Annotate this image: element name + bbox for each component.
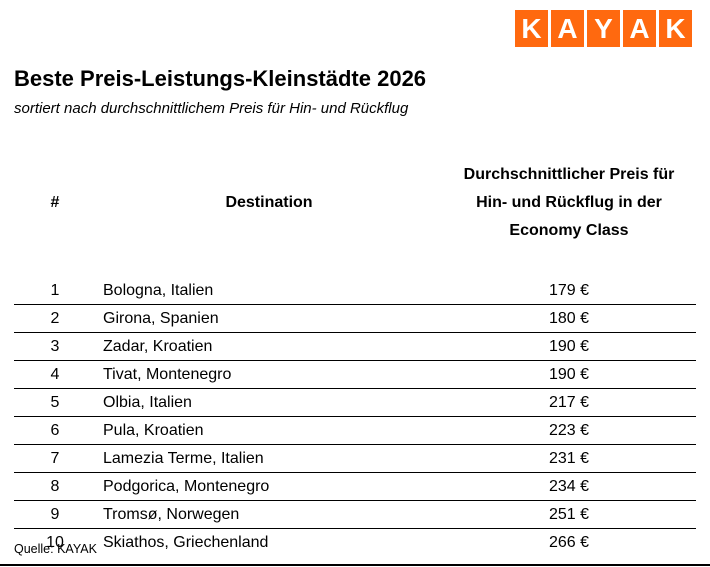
- rank-cell: 10: [46, 533, 64, 551]
- price-cell: 223 €: [548, 421, 590, 439]
- table-row: 3 Zadar, Kroatien 190 €: [14, 333, 696, 362]
- rank-cell: 8: [50, 477, 60, 495]
- page-title: Beste Preis-Leistungs-Kleinstädte 2026: [14, 66, 427, 91]
- table-header-row: # Destination Durchschnittlicher Preis f…: [14, 161, 696, 245]
- rank-cell: 9: [50, 505, 60, 523]
- table-row: 8 Podgorica, Montenegro 234 €: [14, 473, 696, 502]
- destination-column-header: Destination: [225, 194, 313, 212]
- rank-cell: 3: [50, 337, 60, 355]
- table-row: 6 Pula, Kroatien 223 €: [14, 417, 696, 446]
- logo-letter: Y: [594, 12, 613, 44]
- logo-letter-block: K: [659, 10, 692, 47]
- rank-cell: 6: [50, 421, 60, 439]
- table-row: 9 Tromsø, Norwegen 251 €: [14, 501, 696, 530]
- price-cell: 217 €: [548, 393, 590, 411]
- price-cell: 251 €: [548, 505, 590, 523]
- price-column-header: Durchschnittlicher Preis für Hin- und Rü…: [442, 161, 696, 245]
- logo-letter: K: [521, 12, 542, 44]
- destination-cell: Girona, Spanien: [103, 309, 219, 327]
- rank-cell: 4: [50, 365, 60, 383]
- price-cell: 190 €: [548, 365, 590, 383]
- table-row: 5 Olbia, Italien 217 €: [14, 389, 696, 418]
- price-cell: 234 €: [548, 477, 590, 495]
- destination-cell: Pula, Kroatien: [103, 421, 204, 439]
- rank-cell: 1: [50, 281, 60, 299]
- destination-cell: Tromsø, Norwegen: [103, 505, 240, 523]
- price-header-line: Hin- und Rückflug in der: [476, 194, 662, 212]
- logo-letter-block: K: [515, 10, 548, 47]
- destination-cell: Podgorica, Montenegro: [103, 477, 270, 495]
- price-cell: 231 €: [548, 449, 590, 467]
- price-cell: 179 €: [548, 281, 590, 299]
- price-header-line: Durchschnittlicher Preis für: [463, 166, 675, 184]
- destination-cell: Olbia, Italien: [103, 393, 192, 411]
- bottom-divider: [0, 564, 710, 566]
- logo-letter-block: A: [551, 10, 584, 47]
- logo-letter-block: A: [623, 10, 656, 47]
- logo-letter: A: [629, 12, 650, 44]
- kayak-logo: K A Y A K: [515, 10, 692, 47]
- page-subtitle: sortiert nach durchschnittlichem Preis f…: [14, 100, 409, 118]
- table-row: 10 Skiathos, Griechenland 266 €: [14, 529, 696, 556]
- rank-column-header: #: [50, 194, 60, 212]
- price-cell: 180 €: [548, 309, 590, 327]
- logo-letter: K: [665, 12, 686, 44]
- table-body: 1 Bologna, Italien 179 € 2 Girona, Spani…: [14, 277, 696, 556]
- destination-cell: Zadar, Kroatien: [103, 337, 213, 355]
- price-cell: 266 €: [548, 533, 590, 551]
- ranking-table: # Destination Durchschnittlicher Preis f…: [14, 161, 696, 556]
- destination-cell: Tivat, Montenegro: [103, 365, 232, 383]
- destination-cell: Skiathos, Griechenland: [103, 533, 269, 551]
- destination-cell: Lamezia Terme, Italien: [103, 449, 264, 467]
- rank-cell: 5: [50, 393, 60, 411]
- price-header-line: Economy Class: [509, 222, 629, 240]
- price-cell: 190 €: [548, 337, 590, 355]
- destination-cell: Bologna, Italien: [103, 281, 214, 299]
- table-row: 2 Girona, Spanien 180 €: [14, 305, 696, 334]
- source-note: Quelle: KAYAK: [14, 542, 97, 556]
- logo-letter-block: Y: [587, 10, 620, 47]
- rank-cell: 7: [50, 449, 60, 467]
- table-row: 1 Bologna, Italien 179 €: [14, 277, 696, 306]
- rank-cell: 2: [50, 309, 60, 327]
- table-row: 4 Tivat, Montenegro 190 €: [14, 361, 696, 390]
- table-row: 7 Lamezia Terme, Italien 231 €: [14, 445, 696, 474]
- logo-letter: A: [557, 12, 578, 44]
